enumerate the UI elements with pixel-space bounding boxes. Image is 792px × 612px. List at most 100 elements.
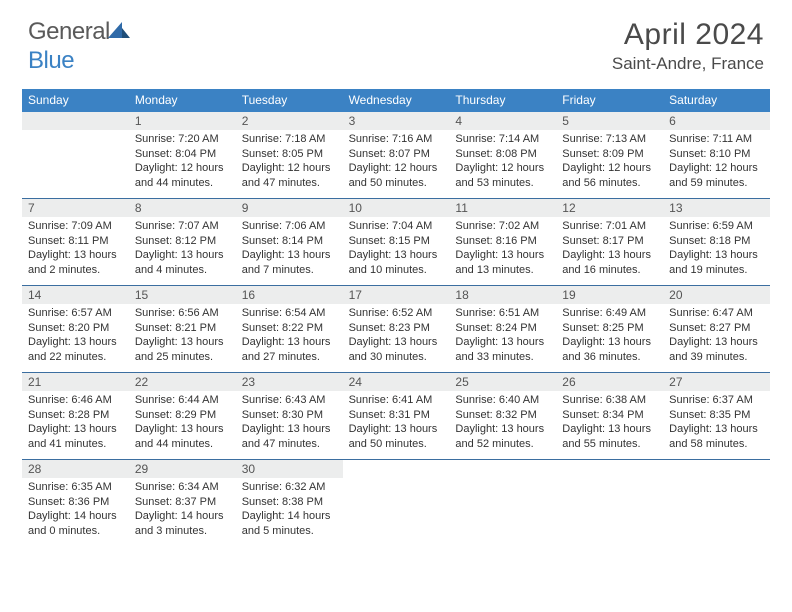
- daylight-line: Daylight: 13 hours and 55 minutes.: [562, 422, 657, 452]
- day-header: Monday: [129, 89, 236, 112]
- sunrise-line: Sunrise: 6:37 AM: [669, 393, 764, 408]
- sunset-line: Sunset: 8:20 PM: [28, 321, 123, 336]
- day-number: 9: [236, 199, 343, 217]
- calendar-cell: [22, 112, 129, 198]
- cell-body: Sunrise: 6:47 AMSunset: 8:27 PMDaylight:…: [663, 304, 770, 369]
- sunrise-line: Sunrise: 6:57 AM: [28, 306, 123, 321]
- cell-body: Sunrise: 7:09 AMSunset: 8:11 PMDaylight:…: [22, 217, 129, 282]
- day-header: Thursday: [449, 89, 556, 112]
- calendar-cell: 7Sunrise: 7:09 AMSunset: 8:11 PMDaylight…: [22, 199, 129, 285]
- day-number: 14: [22, 286, 129, 304]
- cell-body: Sunrise: 6:35 AMSunset: 8:36 PMDaylight:…: [22, 478, 129, 543]
- calendar-cell: 12Sunrise: 7:01 AMSunset: 8:17 PMDayligh…: [556, 199, 663, 285]
- day-number: 4: [449, 112, 556, 130]
- cell-body: Sunrise: 6:43 AMSunset: 8:30 PMDaylight:…: [236, 391, 343, 456]
- daylight-line: Daylight: 13 hours and 22 minutes.: [28, 335, 123, 365]
- calendar-cell: 23Sunrise: 6:43 AMSunset: 8:30 PMDayligh…: [236, 373, 343, 459]
- calendar-cell: 20Sunrise: 6:47 AMSunset: 8:27 PMDayligh…: [663, 286, 770, 372]
- day-number: 26: [556, 373, 663, 391]
- week-row: 14Sunrise: 6:57 AMSunset: 8:20 PMDayligh…: [22, 286, 770, 373]
- cell-body: [343, 478, 450, 540]
- day-number: 17: [343, 286, 450, 304]
- day-header: Wednesday: [343, 89, 450, 112]
- cell-body: [663, 478, 770, 540]
- sunset-line: Sunset: 8:12 PM: [135, 234, 230, 249]
- daylight-line: Daylight: 12 hours and 50 minutes.: [349, 161, 444, 191]
- sunset-line: Sunset: 8:18 PM: [669, 234, 764, 249]
- calendar-cell: 25Sunrise: 6:40 AMSunset: 8:32 PMDayligh…: [449, 373, 556, 459]
- cell-body: Sunrise: 7:01 AMSunset: 8:17 PMDaylight:…: [556, 217, 663, 282]
- sunset-line: Sunset: 8:24 PM: [455, 321, 550, 336]
- day-number: 15: [129, 286, 236, 304]
- daylight-line: Daylight: 13 hours and 50 minutes.: [349, 422, 444, 452]
- logo-text-right: Blue: [28, 47, 74, 74]
- sunrise-line: Sunrise: 6:49 AM: [562, 306, 657, 321]
- cell-body: [556, 478, 663, 540]
- day-number: 3: [343, 112, 450, 130]
- day-number: 16: [236, 286, 343, 304]
- day-number: 11: [449, 199, 556, 217]
- sunrise-line: Sunrise: 7:06 AM: [242, 219, 337, 234]
- cell-body: Sunrise: 6:52 AMSunset: 8:23 PMDaylight:…: [343, 304, 450, 369]
- day-number: [449, 460, 556, 478]
- sunset-line: Sunset: 8:28 PM: [28, 408, 123, 423]
- daylight-line: Daylight: 14 hours and 3 minutes.: [135, 509, 230, 539]
- sunrise-line: Sunrise: 6:43 AM: [242, 393, 337, 408]
- cell-body: [22, 130, 129, 192]
- calendar: SundayMondayTuesdayWednesdayThursdayFrid…: [22, 89, 770, 546]
- cell-body: Sunrise: 6:51 AMSunset: 8:24 PMDaylight:…: [449, 304, 556, 369]
- daylight-line: Daylight: 13 hours and 41 minutes.: [28, 422, 123, 452]
- cell-body: Sunrise: 7:20 AMSunset: 8:04 PMDaylight:…: [129, 130, 236, 195]
- sunset-line: Sunset: 8:10 PM: [669, 147, 764, 162]
- calendar-cell: 18Sunrise: 6:51 AMSunset: 8:24 PMDayligh…: [449, 286, 556, 372]
- calendar-cell: 28Sunrise: 6:35 AMSunset: 8:36 PMDayligh…: [22, 460, 129, 546]
- day-number: 8: [129, 199, 236, 217]
- sunset-line: Sunset: 8:23 PM: [349, 321, 444, 336]
- week-row: 7Sunrise: 7:09 AMSunset: 8:11 PMDaylight…: [22, 199, 770, 286]
- daylight-line: Daylight: 13 hours and 2 minutes.: [28, 248, 123, 278]
- day-header: Tuesday: [236, 89, 343, 112]
- daylight-line: Daylight: 13 hours and 27 minutes.: [242, 335, 337, 365]
- calendar-cell: 17Sunrise: 6:52 AMSunset: 8:23 PMDayligh…: [343, 286, 450, 372]
- sunrise-line: Sunrise: 7:16 AM: [349, 132, 444, 147]
- calendar-cell: 9Sunrise: 7:06 AMSunset: 8:14 PMDaylight…: [236, 199, 343, 285]
- sunrise-line: Sunrise: 6:44 AM: [135, 393, 230, 408]
- cell-body: Sunrise: 6:57 AMSunset: 8:20 PMDaylight:…: [22, 304, 129, 369]
- sunrise-line: Sunrise: 7:04 AM: [349, 219, 444, 234]
- week-row: 21Sunrise: 6:46 AMSunset: 8:28 PMDayligh…: [22, 373, 770, 460]
- sunset-line: Sunset: 8:04 PM: [135, 147, 230, 162]
- sunrise-line: Sunrise: 7:11 AM: [669, 132, 764, 147]
- sunrise-line: Sunrise: 6:35 AM: [28, 480, 123, 495]
- calendar-cell: [663, 460, 770, 546]
- sunrise-line: Sunrise: 6:59 AM: [669, 219, 764, 234]
- weeks-container: 1Sunrise: 7:20 AMSunset: 8:04 PMDaylight…: [22, 112, 770, 546]
- sunset-line: Sunset: 8:22 PM: [242, 321, 337, 336]
- daylight-line: Daylight: 13 hours and 10 minutes.: [349, 248, 444, 278]
- calendar-cell: [556, 460, 663, 546]
- sunrise-line: Sunrise: 7:14 AM: [455, 132, 550, 147]
- sunset-line: Sunset: 8:15 PM: [349, 234, 444, 249]
- day-number: 7: [22, 199, 129, 217]
- daylight-line: Daylight: 12 hours and 56 minutes.: [562, 161, 657, 191]
- daylight-line: Daylight: 13 hours and 13 minutes.: [455, 248, 550, 278]
- calendar-cell: 21 Sunrise: 6:46 AMSunset: 8:28 PMDayligh…: [22, 373, 129, 459]
- sunrise-line: Sunrise: 6:56 AM: [135, 306, 230, 321]
- sunrise-line: Sunrise: 6:46 AM: [28, 393, 123, 408]
- day-number: [663, 460, 770, 478]
- cell-body: Sunrise: 6:41 AMSunset: 8:31 PMDaylight:…: [343, 391, 450, 456]
- logo: GeneralBlue: [28, 18, 130, 75]
- calendar-cell: 4Sunrise: 7:14 AMSunset: 8:08 PMDaylight…: [449, 112, 556, 198]
- calendar-cell: 14Sunrise: 6:57 AMSunset: 8:20 PMDayligh…: [22, 286, 129, 372]
- logo-text: GeneralBlue: [28, 18, 130, 75]
- cell-body: Sunrise: 6:38 AMSunset: 8:34 PMDaylight:…: [556, 391, 663, 456]
- calendar-cell: 19Sunrise: 6:49 AMSunset: 8:25 PMDayligh…: [556, 286, 663, 372]
- cell-body: Sunrise: 7:13 AMSunset: 8:09 PMDaylight:…: [556, 130, 663, 195]
- cell-body: [449, 478, 556, 540]
- daylight-line: Daylight: 14 hours and 0 minutes.: [28, 509, 123, 539]
- sunset-line: Sunset: 8:14 PM: [242, 234, 337, 249]
- sunset-line: Sunset: 8:16 PM: [455, 234, 550, 249]
- sunrise-line: Sunrise: 6:51 AM: [455, 306, 550, 321]
- day-number: 21: [22, 373, 129, 391]
- sunset-line: Sunset: 8:17 PM: [562, 234, 657, 249]
- sunset-line: Sunset: 8:08 PM: [455, 147, 550, 162]
